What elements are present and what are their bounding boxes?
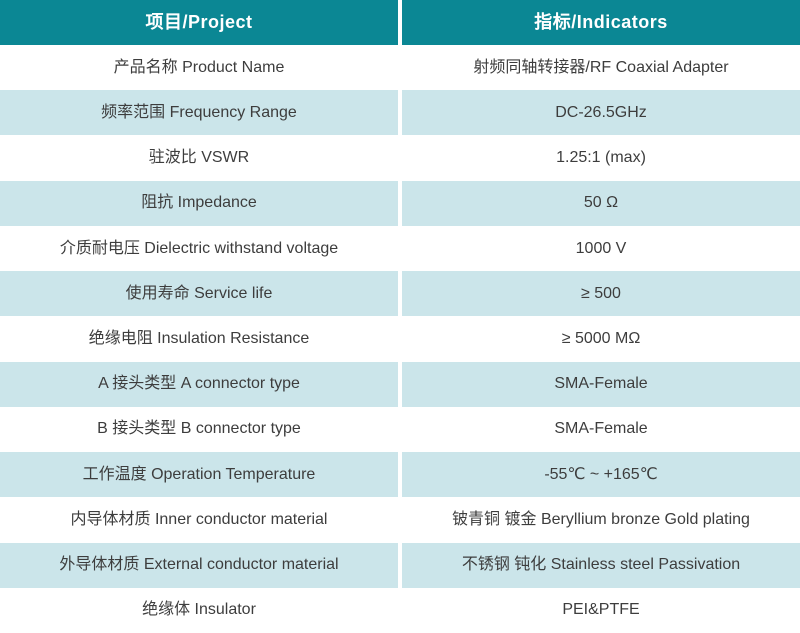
- project-cell: 频率范围 Frequency Range: [0, 90, 398, 136]
- table-header-row: 项目/Project 指标/Indicators: [0, 0, 800, 45]
- table-row: 驻波比 VSWR 1.25:1 (max): [0, 135, 800, 181]
- project-cell: 工作温度 Operation Temperature: [0, 452, 398, 498]
- indicator-cell: -55℃ ~ +165℃: [402, 452, 800, 498]
- indicator-cell: SMA-Female: [402, 361, 800, 407]
- indicator-cell: ≥ 500: [402, 271, 800, 317]
- table-row: B 接头类型 B connector type SMA-Female: [0, 406, 800, 453]
- project-cell: 产品名称 Product Name: [0, 45, 398, 91]
- project-cell: 外导体材质 External conductor material: [0, 542, 398, 588]
- table-row: 使用寿命 Service life ≥ 500: [0, 271, 800, 317]
- table-row: 频率范围 Frequency Range DC-26.5GHz: [0, 90, 800, 136]
- project-cell: 使用寿命 Service life: [0, 271, 398, 317]
- indicator-cell: 1.25:1 (max): [402, 135, 800, 181]
- header-cell-indicators: 指标/Indicators: [402, 0, 800, 45]
- indicator-cell: 50 Ω: [402, 180, 800, 226]
- table-row: 工作温度 Operation Temperature -55℃ ~ +165℃: [0, 452, 800, 498]
- header-cell-project: 项目/Project: [0, 0, 398, 45]
- table-row: 介质耐电压 Dielectric withstand voltage 1000 V: [0, 225, 800, 272]
- table-row: A 接头类型 A connector type SMA-Female: [0, 361, 800, 407]
- table-row: 内导体材质 Inner conductor material 铍青铜 镀金 Ber…: [0, 497, 800, 543]
- project-cell: 阻抗 Impedance: [0, 180, 398, 226]
- indicator-cell: 射频同轴转接器/RF Coaxial Adapter: [402, 45, 800, 91]
- indicator-cell: PEI&PTFE: [402, 587, 800, 633]
- table-row: 外导体材质 External conductor material 不锈钢 钝化 …: [0, 542, 800, 588]
- project-cell: 绝缘体 Insulator: [0, 587, 398, 633]
- indicator-cell: ≥ 5000 MΩ: [402, 316, 800, 362]
- project-cell: 内导体材质 Inner conductor material: [0, 497, 398, 543]
- project-cell: A 接头类型 A connector type: [0, 361, 398, 407]
- indicator-cell: DC-26.5GHz: [402, 90, 800, 136]
- indicator-cell: 不锈钢 钝化 Stainless steel Passivation: [402, 542, 800, 588]
- indicator-cell: 铍青铜 镀金 Beryllium bronze Gold plating: [402, 497, 800, 543]
- project-cell: 绝缘电阻 Insulation Resistance: [0, 316, 398, 362]
- table-row: 阻抗 Impedance 50 Ω: [0, 180, 800, 226]
- project-cell: 驻波比 VSWR: [0, 135, 398, 181]
- indicator-cell: 1000 V: [402, 225, 800, 272]
- indicator-cell: SMA-Female: [402, 406, 800, 453]
- project-cell: B 接头类型 B connector type: [0, 406, 398, 453]
- table-row: 绝缘电阻 Insulation Resistance ≥ 5000 MΩ: [0, 316, 800, 362]
- project-cell: 介质耐电压 Dielectric withstand voltage: [0, 225, 398, 272]
- table-row: 产品名称 Product Name 射频同轴转接器/RF Coaxial Adap…: [0, 45, 800, 91]
- table-row: 绝缘体 Insulator PEI&PTFE: [0, 587, 800, 633]
